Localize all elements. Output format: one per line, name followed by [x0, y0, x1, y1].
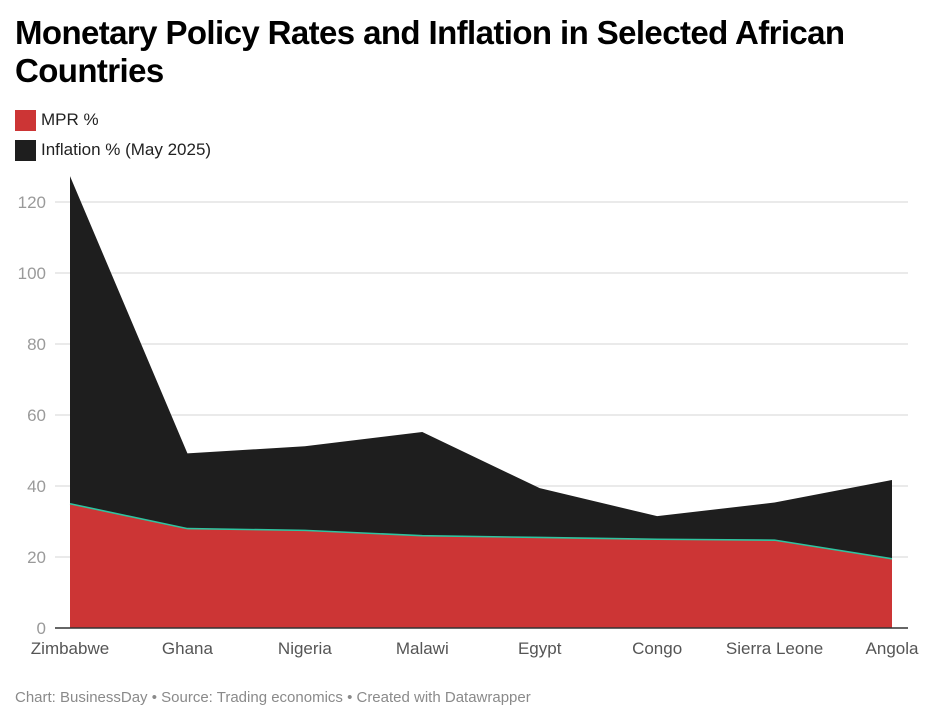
x-tick-label-congo: Congo: [632, 639, 682, 658]
x-tick-label-egypt: Egypt: [518, 639, 562, 658]
y-tick-label-100: 100: [18, 264, 46, 283]
y-tick-label-60: 60: [27, 406, 46, 425]
legend-swatch-mpr: [15, 109, 36, 131]
legend-swatch-inflation: [15, 139, 36, 161]
legend-item-mpr: MPR %: [15, 105, 211, 135]
x-tick-label-malawi: Malawi: [396, 639, 449, 658]
x-axis-ticks: Zimbabwe Ghana Nigeria Malawi Egypt Congo Sier…: [31, 639, 919, 658]
footer-credit: Chart: BusinessDay • Source: Trading eco…: [15, 689, 531, 706]
x-tick-label-sierra-leone: Sierra Leone: [726, 639, 823, 658]
chart-title: Monetary Policy Rates and Inflation in S…: [15, 14, 845, 89]
legend: MPR % Inflation % (May 2025): [15, 105, 211, 165]
legend-item-inflation: Inflation % (May 2025): [15, 135, 211, 165]
area-mpr: [70, 503, 892, 628]
y-tick-label-0: 0: [37, 619, 46, 638]
y-axis-ticks: 0 20 40 60 80 100 120: [18, 193, 46, 638]
legend-label-mpr: MPR %: [41, 110, 99, 129]
x-tick-label-nigeria: Nigeria: [278, 639, 332, 658]
y-tick-label-20: 20: [27, 548, 46, 567]
x-tick-label-zimbabwe: Zimbabwe: [31, 639, 109, 658]
y-tick-label-80: 80: [27, 335, 46, 354]
areas: [55, 176, 908, 629]
area-inflation: [70, 176, 892, 559]
y-tick-label-40: 40: [27, 477, 46, 496]
y-tick-label-120: 120: [18, 193, 46, 212]
x-tick-label-angola: Angola: [866, 639, 919, 658]
line-mpr: [69, 502, 893, 560]
legend-label-inflation: Inflation % (May 2025): [41, 140, 212, 159]
x-tick-label-ghana: Ghana: [162, 639, 214, 658]
